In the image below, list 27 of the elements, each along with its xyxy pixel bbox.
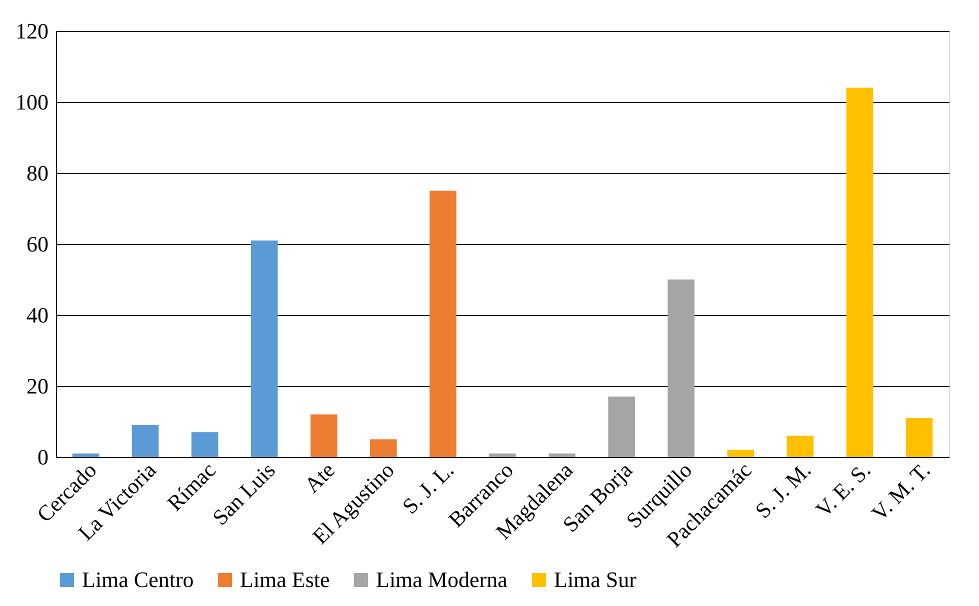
bar xyxy=(370,439,397,457)
bar xyxy=(430,190,456,457)
bar xyxy=(250,240,278,457)
bar xyxy=(191,432,218,457)
y-tick-label: 40 xyxy=(26,302,48,328)
y-tick-label: 20 xyxy=(26,374,48,398)
bar xyxy=(489,453,516,457)
legend-label: Lima Este xyxy=(240,567,330,592)
legend-label: Lima Centro xyxy=(82,567,194,592)
legend-label: Lima Moderna xyxy=(376,567,508,592)
y-tick-label: 60 xyxy=(26,232,48,256)
y-tick-label: 0 xyxy=(38,444,48,470)
bar xyxy=(906,418,933,457)
bar xyxy=(132,425,159,457)
bar xyxy=(786,436,814,457)
x-tick-label: Ate xyxy=(299,457,340,498)
bar xyxy=(846,88,874,457)
bar xyxy=(727,450,754,457)
bar xyxy=(72,453,100,457)
bar xyxy=(608,396,635,457)
bar xyxy=(548,453,576,457)
y-tick-label: 80 xyxy=(26,160,48,186)
bar xyxy=(310,414,338,457)
y-tick-label: 100 xyxy=(16,90,48,114)
bar xyxy=(668,280,694,457)
legend-label: Lima Sur xyxy=(554,567,638,592)
y-tick-label: 120 xyxy=(16,18,48,44)
